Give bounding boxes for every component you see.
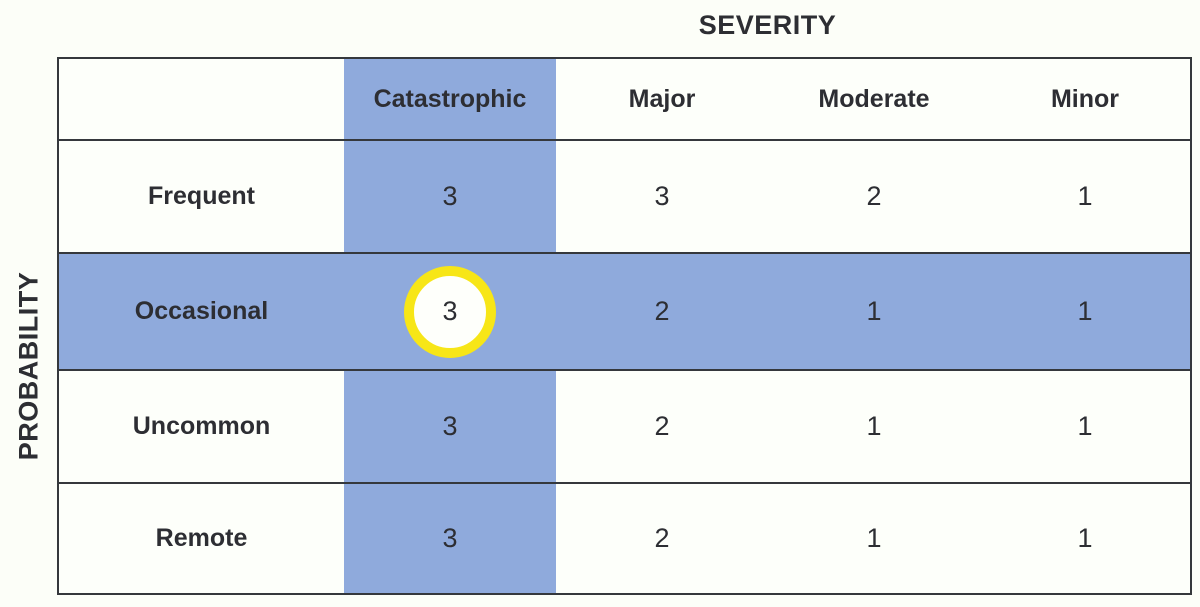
corner-cell: [59, 59, 344, 139]
probability-axis-title: PROBABILITY: [13, 271, 44, 461]
cell-uncommon-moderate: 1: [866, 411, 882, 441]
header-row: Catastrophic Major Moderate Minor: [59, 59, 1190, 139]
table-row-frequent: Frequent 3 3 2 1: [59, 139, 1190, 252]
cell-frequent-major: 3: [654, 181, 670, 211]
table-row-remote: Remote 3 2 1 1: [59, 482, 1190, 593]
risk-matrix-table: Catastrophic Major Moderate Minor Freque…: [57, 57, 1192, 595]
column-header-minor: Minor: [1050, 84, 1120, 113]
cell-uncommon-minor: 1: [1077, 411, 1093, 441]
column-header-major: Major: [628, 84, 696, 113]
cell-frequent-catastrophic: 3: [344, 141, 556, 252]
cell-occasional-catastrophic: 3: [344, 254, 556, 369]
row-header-occasional: Occasional: [59, 254, 344, 369]
cell-occasional-major: 2: [556, 254, 768, 369]
row-header-uncommon: Uncommon: [132, 412, 271, 440]
cell-uncommon-major: 2: [654, 411, 670, 441]
cell-frequent-minor: 1: [1077, 181, 1093, 211]
cell-occasional-minor: 1: [980, 254, 1190, 369]
cell-remote-catastrophic: 3: [344, 484, 556, 593]
table-row-occasional-highlighted: Occasional 3 2 1 1: [59, 252, 1190, 369]
circled-cell-value: 3: [442, 296, 458, 326]
cell-remote-moderate: 1: [866, 523, 882, 553]
row-header-frequent: Frequent: [148, 182, 255, 210]
cell-uncommon-catastrophic: 3: [344, 371, 556, 482]
cell-occasional-moderate: 1: [768, 254, 980, 369]
highlight-circle: 3: [404, 265, 496, 358]
cell-remote-minor: 1: [1077, 523, 1093, 553]
table-row-uncommon: Uncommon 3 2 1 1: [59, 369, 1190, 482]
cell-remote-major: 2: [654, 523, 670, 553]
severity-axis-title: SEVERITY: [698, 10, 837, 40]
column-header-catastrophic: Catastrophic: [344, 59, 556, 139]
row-header-remote: Remote: [155, 524, 248, 552]
column-header-moderate: Moderate: [818, 84, 930, 113]
cell-frequent-moderate: 2: [866, 181, 882, 211]
